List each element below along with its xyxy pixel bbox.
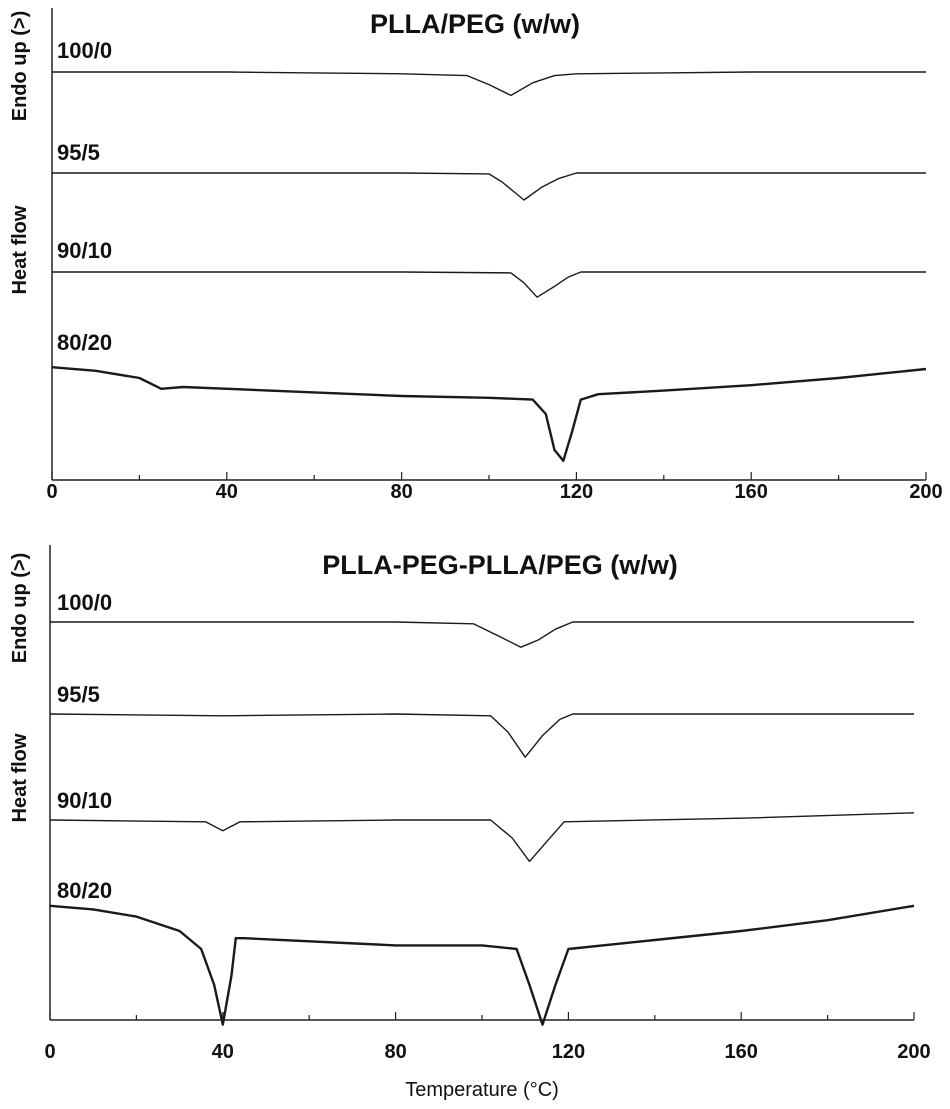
series-label: 80/20 [57, 878, 112, 903]
x-tick-label: 0 [46, 481, 57, 503]
series-line-95-5 [49, 713, 914, 758]
series-label: 100/0 [57, 590, 112, 615]
series-line-80-20 [51, 366, 927, 462]
series-group: 100/0 95/5 90/10 80/20 [51, 38, 927, 462]
x-tick-label: 200 [909, 481, 942, 503]
x-tick-label: 200 [897, 1041, 930, 1063]
x-tick-label: 80 [390, 481, 412, 503]
x-tick-label: 160 [725, 1041, 758, 1063]
panel-plla-peg: PLLA/PEG (w/w) Endo up (>) Heat flow 0 40… [9, 8, 943, 503]
panel-plla-peg-plla-peg: PLLA-PEG-PLLA/PEG (w/w) Endo up (>) Heat… [9, 545, 931, 1101]
series-label: 80/20 [57, 330, 112, 355]
series-line-100-0 [52, 71, 926, 97]
x-tick-label: 40 [212, 1041, 234, 1063]
series-line-100-0 [50, 621, 914, 648]
series-label: 100/0 [57, 38, 112, 63]
series-line-90-10 [49, 812, 915, 863]
series-line-90-10 [52, 271, 926, 298]
x-tick-label: 40 [216, 481, 238, 503]
x-ticks [51, 472, 927, 480]
panel-title: PLLA-PEG-PLLA/PEG (w/w) [322, 550, 678, 580]
y-axis-label-bottom: Heat flow [9, 733, 31, 822]
x-tick-label: 120 [560, 481, 593, 503]
y-axis-label-top: Endo up (>) [9, 553, 31, 664]
series-label: 95/5 [57, 682, 100, 707]
y-axis-label-top: Endo up (>) [9, 11, 31, 122]
panel-title: PLLA/PEG (w/w) [370, 9, 580, 39]
x-tick-label: 80 [384, 1041, 406, 1063]
series-line-80-20 [49, 904, 915, 1026]
x-tick-label: 160 [735, 481, 768, 503]
x-tick-labels: 0 40 80 120 160 200 [46, 481, 942, 503]
series-label: 95/5 [57, 140, 100, 165]
x-tick-labels: 0 40 80 120 160 200 [44, 1041, 930, 1063]
x-tick-label: 0 [44, 1041, 55, 1063]
series-line-95-5 [52, 172, 926, 201]
series-group: 100/0 95/5 90/10 80/20 [49, 590, 915, 1026]
x-tick-label: 120 [552, 1041, 585, 1063]
series-label: 90/10 [57, 238, 112, 263]
x-ticks [49, 1012, 915, 1020]
series-label: 90/10 [57, 788, 112, 813]
y-axis-label-bottom: Heat flow [9, 205, 31, 294]
x-axis-label: Temperature (°C) [405, 1079, 559, 1101]
